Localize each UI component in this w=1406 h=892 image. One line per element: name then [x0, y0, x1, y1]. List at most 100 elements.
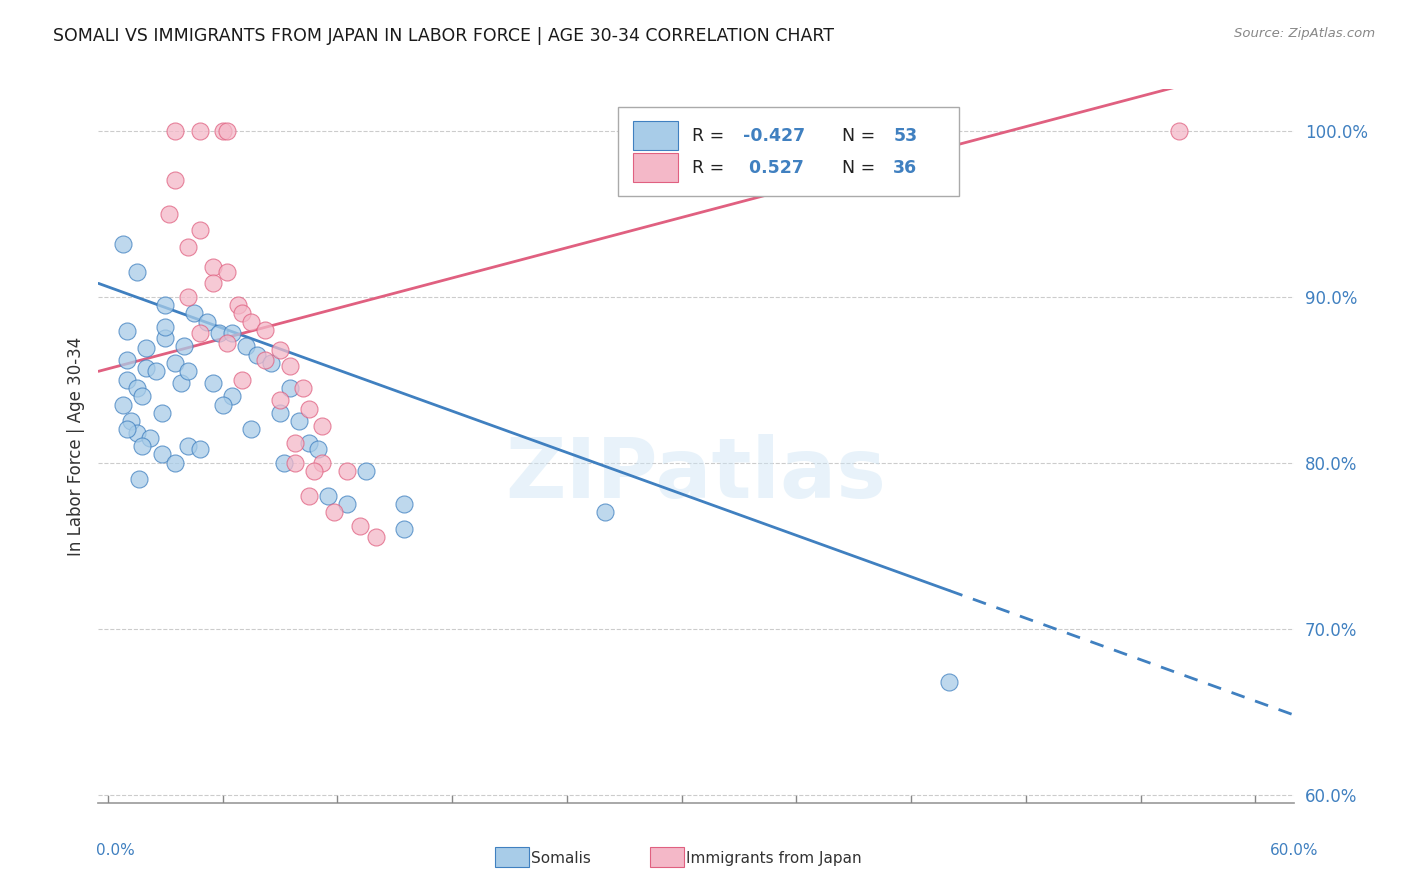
Text: N =: N =	[842, 159, 880, 177]
Point	[163, 173, 186, 187]
Point	[211, 124, 233, 138]
Point	[155, 298, 177, 312]
Point	[163, 124, 186, 138]
Point	[273, 456, 295, 470]
Point	[284, 456, 307, 470]
Point	[169, 376, 191, 390]
Point	[394, 497, 416, 511]
Point	[188, 223, 211, 237]
Text: Source: ZipAtlas.com: Source: ZipAtlas.com	[1234, 27, 1375, 40]
Point	[269, 392, 291, 407]
FancyBboxPatch shape	[633, 121, 678, 150]
Point	[269, 343, 291, 357]
Point	[197, 314, 219, 328]
Point	[163, 356, 186, 370]
Point	[298, 435, 321, 450]
Point	[240, 314, 263, 328]
Text: ZIPatlas: ZIPatlas	[506, 434, 886, 515]
Point	[135, 341, 157, 355]
Text: N =: N =	[842, 127, 880, 145]
Point	[128, 472, 150, 486]
Point	[202, 260, 225, 274]
Y-axis label: In Labor Force | Age 30-34: In Labor Force | Age 30-34	[66, 336, 84, 556]
Text: 0.527: 0.527	[742, 159, 803, 177]
Point	[316, 489, 339, 503]
Text: 0.0%: 0.0%	[96, 843, 135, 858]
Point	[938, 674, 960, 689]
Text: 36: 36	[893, 159, 917, 177]
Point	[155, 319, 177, 334]
Point	[253, 352, 276, 367]
Point	[336, 497, 359, 511]
Point	[188, 326, 211, 340]
Point	[150, 406, 173, 420]
Point	[253, 323, 276, 337]
Point	[354, 464, 377, 478]
Point	[215, 124, 238, 138]
Point	[202, 376, 225, 390]
Point	[157, 207, 180, 221]
Point	[394, 522, 416, 536]
Point	[322, 505, 344, 519]
Point	[231, 373, 253, 387]
Point	[188, 442, 211, 457]
Point	[177, 439, 200, 453]
Text: Somalis: Somalis	[531, 851, 592, 865]
FancyBboxPatch shape	[633, 153, 678, 182]
Text: -0.427: -0.427	[742, 127, 804, 145]
Point	[246, 348, 269, 362]
Point	[125, 265, 148, 279]
Point	[115, 422, 138, 436]
Text: 60.0%: 60.0%	[1271, 843, 1319, 858]
Point	[115, 325, 138, 339]
Point	[307, 442, 329, 457]
Point	[131, 439, 153, 453]
Point	[163, 456, 186, 470]
Point	[131, 389, 153, 403]
Point	[120, 414, 142, 428]
Text: R =: R =	[692, 159, 730, 177]
Point	[235, 339, 257, 353]
Point	[298, 489, 321, 503]
Point	[183, 306, 205, 320]
Point	[139, 431, 162, 445]
Point	[177, 240, 200, 254]
Point	[278, 359, 301, 374]
Text: 53: 53	[893, 127, 917, 145]
Point	[336, 464, 359, 478]
Text: SOMALI VS IMMIGRANTS FROM JAPAN IN LABOR FORCE | AGE 30-34 CORRELATION CHART: SOMALI VS IMMIGRANTS FROM JAPAN IN LABOR…	[53, 27, 834, 45]
Point	[284, 435, 307, 450]
Point	[211, 397, 233, 411]
Point	[304, 464, 326, 478]
Point	[112, 397, 135, 411]
Point	[311, 456, 333, 470]
Point	[112, 236, 135, 251]
Point	[215, 265, 238, 279]
Point	[155, 331, 177, 345]
Text: Immigrants from Japan: Immigrants from Japan	[686, 851, 862, 865]
Text: R =: R =	[692, 127, 730, 145]
Point	[593, 505, 616, 519]
Point	[278, 381, 301, 395]
Point	[231, 306, 253, 320]
Point	[226, 298, 249, 312]
Point	[145, 364, 167, 378]
Point	[292, 381, 315, 395]
Point	[221, 389, 243, 403]
Point	[177, 290, 200, 304]
Point	[221, 326, 243, 340]
Point	[125, 425, 148, 440]
FancyBboxPatch shape	[619, 107, 959, 196]
Point	[115, 352, 138, 367]
Point	[215, 336, 238, 351]
Point	[115, 373, 138, 387]
Point	[135, 361, 157, 376]
Point	[125, 381, 148, 395]
Point	[240, 422, 263, 436]
Point	[298, 402, 321, 417]
Point	[288, 414, 311, 428]
Point	[150, 447, 173, 461]
Point	[311, 419, 333, 434]
Point	[1167, 124, 1189, 138]
Point	[202, 277, 225, 291]
